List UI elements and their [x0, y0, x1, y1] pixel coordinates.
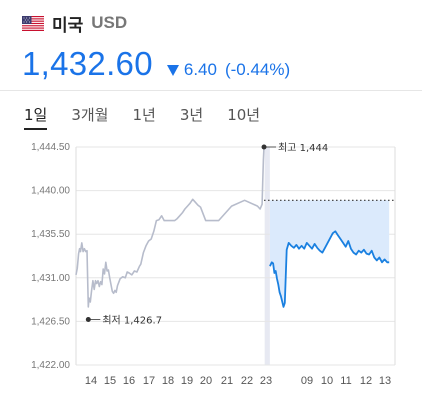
- change-percent: (-0.44%): [224, 60, 291, 79]
- y-tick-label: 1,440.00: [31, 186, 70, 197]
- x-tick-label: 15: [104, 375, 116, 387]
- y-tick-label: 1,435.50: [31, 229, 70, 240]
- x-tick-label: 21: [221, 375, 233, 387]
- tab-3-years[interactable]: 3년: [179, 106, 204, 124]
- currency-code: USD: [91, 13, 128, 32]
- low-label: 최저 1,426.7: [102, 314, 162, 326]
- high-label: 최고 1,444: [278, 142, 328, 154]
- tab-10-years[interactable]: 10년: [227, 106, 261, 124]
- y-tick-label: 1,426.50: [31, 316, 70, 327]
- period-tabs: 1일 3개월 1년 3년 10년: [24, 104, 284, 130]
- night-session-band: [264, 147, 270, 365]
- y-tick-label: 1,431.00: [31, 273, 70, 284]
- x-tick-label: 09: [301, 375, 313, 387]
- x-tick-label: 12: [360, 375, 372, 387]
- us-flag-icon: [22, 15, 44, 31]
- country-name: 미국: [52, 15, 84, 36]
- x-tick-label: 10: [321, 375, 333, 387]
- x-tick-label: 13: [379, 375, 391, 387]
- quote-header: 미국 USD: [22, 12, 128, 36]
- change-amount: 6.40: [183, 60, 217, 79]
- down-triangle-icon: [166, 64, 179, 76]
- divider: [0, 90, 422, 91]
- exchange-rate-chart: 1,444.50 1,440.00 1,435.50 1,431.00 1,426.50…: [31, 142, 396, 387]
- current-area-fill: [269, 200, 390, 307]
- x-tick-label: 11: [340, 375, 351, 387]
- x-tick-label: 18: [162, 375, 174, 387]
- tab-1-day[interactable]: 1일: [24, 104, 48, 130]
- x-tick-label: 17: [143, 375, 155, 387]
- current-day-line: [269, 230, 390, 308]
- moon-icon: [284, 375, 289, 385]
- x-tick-label: 22: [241, 375, 253, 387]
- current-price: 1,432.60: [22, 45, 153, 82]
- previous-day-line: [75, 146, 265, 308]
- x-tick-label: 16: [123, 375, 135, 387]
- x-tick-label: 19: [181, 375, 193, 387]
- x-tick-label: 14: [85, 375, 97, 387]
- tab-3-months[interactable]: 3개월: [71, 106, 109, 124]
- price-change: 6.40 (-0.44%): [166, 56, 291, 84]
- y-tick-label: 1,422.00: [31, 360, 70, 371]
- tab-1-year[interactable]: 1년: [132, 106, 156, 124]
- x-tick-label: 20: [200, 375, 212, 387]
- x-tick-label: 23: [260, 375, 272, 387]
- y-tick-label: 1,444.50: [31, 142, 70, 153]
- price-row: 1,432.60 6.40 (-0.44%): [22, 40, 290, 84]
